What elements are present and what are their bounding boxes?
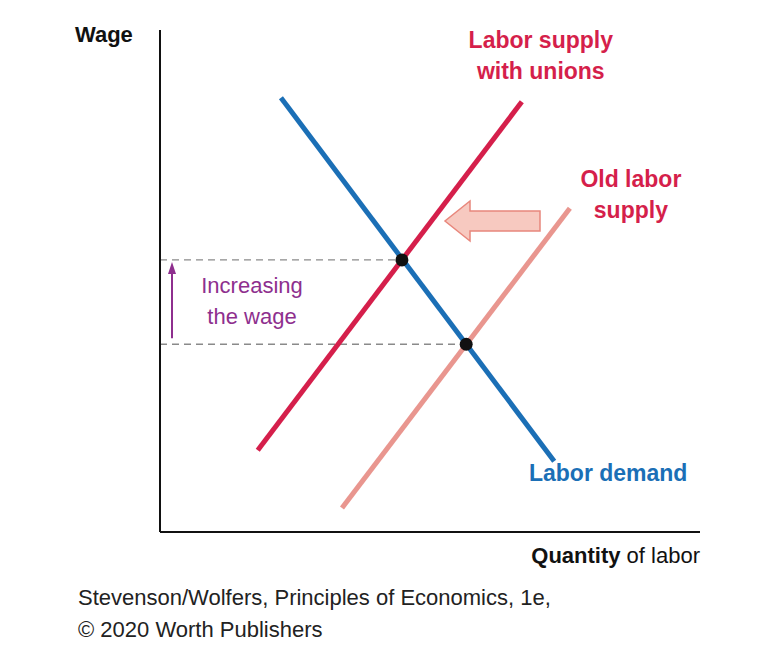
- wage-arrow-shaft: [171, 272, 173, 338]
- plot-area: [160, 98, 570, 508]
- annotation-line: Increasing: [201, 273, 303, 298]
- dashed-guide: [160, 259, 402, 260]
- series-label: Labor demand: [529, 460, 687, 486]
- y-axis-label: Wage: [75, 22, 133, 47]
- equilibrium-point: [460, 338, 473, 351]
- annotation: Increasing the wage: [201, 273, 303, 329]
- x-label-part: of labor: [621, 543, 701, 568]
- chart-container: Wage Quantity of labor Labor demand Labor s…: [0, 0, 775, 663]
- label-line: with unions: [476, 58, 605, 84]
- chart-svg: Wage Quantity of labor Labor demand Labor s…: [0, 0, 775, 663]
- source-line: Stevenson/Wolfers, Principles of Economi…: [78, 585, 551, 610]
- dashed-guide: [160, 344, 466, 345]
- y-axis: [159, 30, 161, 532]
- x-label-part: Quantity: [531, 543, 621, 568]
- wage-arrow-head: [168, 262, 176, 274]
- label-line: Labor demand: [529, 460, 687, 486]
- series-line: [281, 98, 554, 461]
- label-line: Labor supply: [469, 27, 614, 53]
- label-line: Old labor: [580, 166, 681, 192]
- source-line: © 2020 Worth Publishers: [78, 617, 322, 642]
- series-label: Old labor supply: [580, 166, 681, 223]
- shift-arrow: [445, 201, 540, 241]
- series-label: Labor supply with unions: [469, 27, 614, 84]
- label-line: supply: [594, 197, 668, 223]
- x-axis-label: Quantity of labor: [531, 543, 700, 568]
- equilibrium-point: [395, 253, 408, 266]
- annotation-line: the wage: [207, 304, 296, 329]
- x-axis: [160, 531, 700, 533]
